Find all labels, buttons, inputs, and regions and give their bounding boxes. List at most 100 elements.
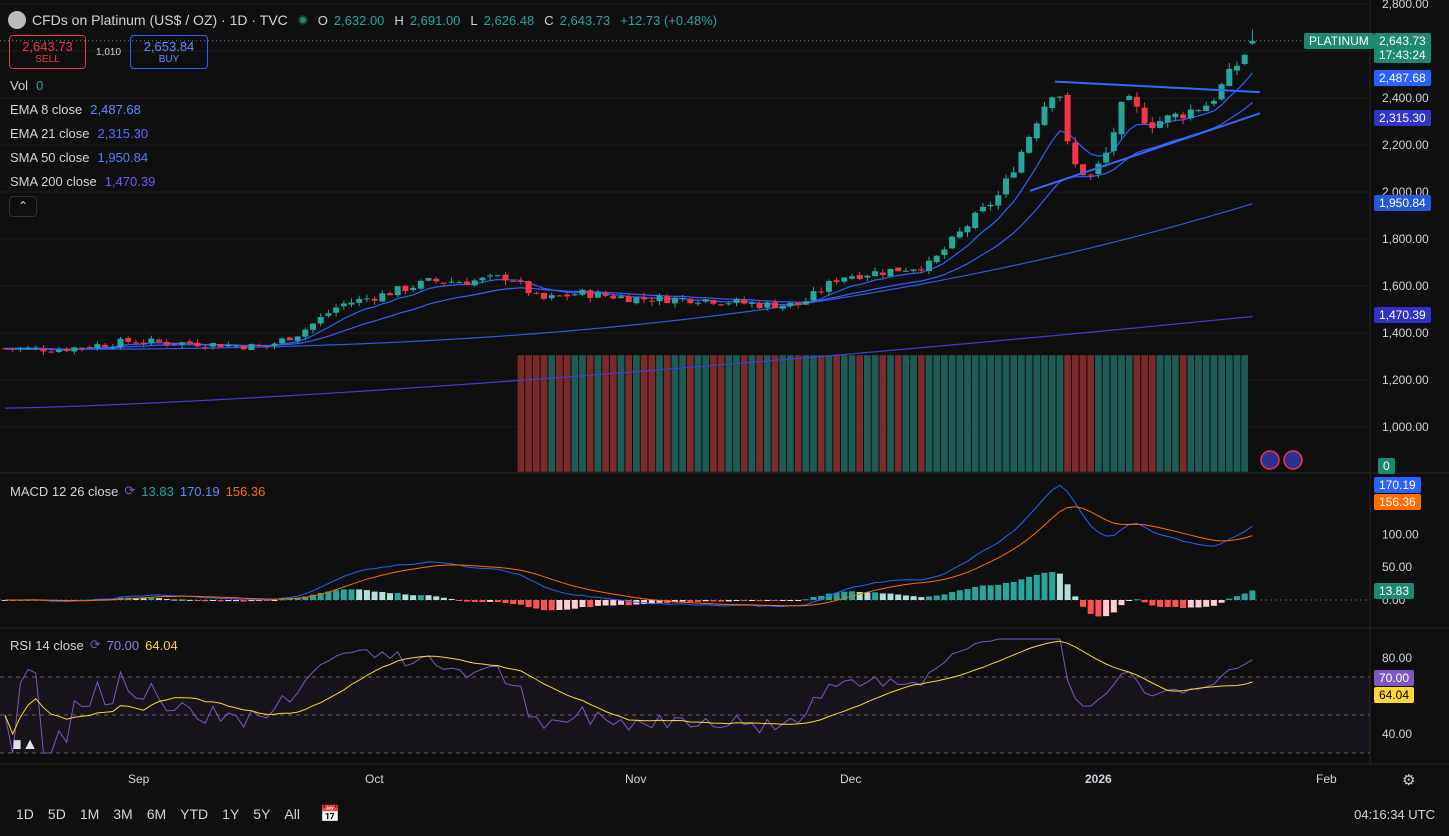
candle-body [779,305,786,309]
volume-bar [640,354,648,473]
macd-histogram-bar [1103,600,1110,617]
symbol-title[interactable]: CFDs on Platinum (US$ / OZ) · 1D · TVC [32,12,288,28]
timeframe-1d[interactable]: 1D [16,806,34,822]
candle-body [1110,132,1117,152]
timeframe-1y[interactable]: 1Y [222,806,240,822]
macd-histogram-bar [1195,600,1202,608]
macd-histogram-bar [564,600,571,610]
candle-body [564,294,571,297]
macd-histogram-bar [1203,600,1210,607]
candle-body [926,260,932,272]
macd-histogram-bar [772,600,778,601]
candle-body [456,282,463,284]
volume-bar [1109,354,1118,473]
macd-histogram-bar [879,593,886,600]
platinum-logo-icon [8,11,26,29]
candle-body [949,236,956,249]
candle-body [487,275,494,277]
candle-body [748,302,755,304]
volume-bar [1102,354,1110,473]
macd-histogram-bar [725,600,732,602]
candle-body [856,274,863,279]
volume-bar [1002,354,1010,473]
volume-bar [1032,354,1041,473]
change-value: +12.73 (+0.48%) [620,12,718,28]
candle-body [325,313,332,316]
volume-bar [925,354,933,473]
volume-bar [817,354,826,473]
macd-histogram-bar [387,593,393,600]
volume-bar [601,354,610,473]
candle-body [671,297,678,304]
candle-body [702,299,709,302]
macd-histogram-bar [132,597,139,600]
candle-body [125,338,132,342]
timeframe-6m[interactable]: 6M [146,806,167,822]
macd-histogram-bar [964,589,971,600]
macd-histogram-bar [325,591,332,600]
volume-bar [1056,354,1064,473]
macd-histogram-bar [810,597,817,600]
rsi-band [0,677,1370,753]
settings-icon[interactable]: ⚙ [1402,772,1416,789]
macd-histogram-bar [186,599,193,601]
macd-histogram-bar [833,592,840,600]
refresh-icon[interactable]: ⟳ [124,483,136,498]
candle-body [902,270,909,272]
timeframe-1m[interactable]: 1M [79,806,100,822]
macd-histogram-bar [1234,596,1240,600]
macd-histogram-bar [248,600,255,602]
date-range-icon[interactable]: 📅 [319,806,340,823]
candle-body [317,317,324,324]
volume-bar [624,354,633,473]
collapse-legend-button[interactable]: ⌃ [9,196,37,217]
candle-body [1003,178,1009,195]
macd-histogram-bar [1180,600,1187,609]
macd-histogram-bar [156,598,162,600]
us-flag-icon [1260,450,1280,470]
sma200-tag: 1,470.39 [1374,307,1431,323]
rsi-ma-line [4,640,1253,736]
macd-legend[interactable]: MACD 12 26 close ⟳ 13.83 170.19 156.36 [10,483,266,499]
candle-body [240,345,247,350]
candle-body [864,275,871,278]
legend-vol[interactable]: Vol 0 [10,78,44,93]
volume-bar [1140,354,1149,473]
sell-button[interactable]: 2,643.73 SELL [9,35,86,69]
timeframe-5y[interactable]: 5Y [253,806,271,822]
refresh-icon[interactable]: ⟳ [89,637,101,652]
bottom-toolbar: 1D 5D 1M 3M 6M YTD 1Y 5Y All 📅 [0,798,1449,830]
macd-histogram-bar [1072,596,1079,600]
macd-histogram-bar [533,600,540,609]
candle-body [895,267,902,272]
macd-histogram-bar [594,600,601,606]
candle-body [225,344,232,347]
rsi-legend[interactable]: RSI 14 close ⟳ 70.00 64.04 [10,637,178,653]
volume-bar [1133,354,1141,473]
candle-body [294,336,301,341]
legend-sma200[interactable]: SMA 200 close 1,470.39 [10,174,156,189]
candle-body [571,294,578,296]
macd-histogram-bar [1026,576,1033,600]
macd-histogram-bar [1087,600,1094,614]
timeframe-ytd[interactable]: YTD [180,806,209,822]
volume-bar [547,354,556,473]
macd-histogram-bar [1080,600,1086,607]
timeframe-all[interactable]: All [284,806,300,822]
legend-sma50[interactable]: SMA 50 close 1,950.84 [10,150,149,165]
legend-ema8[interactable]: EMA 8 close 2,487.68 [10,102,141,117]
candle-body [479,277,486,281]
timeframe-3m[interactable]: 3M [113,806,133,822]
macd-histogram-bar [217,600,224,602]
legend-ema21[interactable]: EMA 21 close 2,315.30 [10,126,149,141]
timeframe-5d[interactable]: 5D [47,806,66,822]
volume-bar [717,354,725,473]
y-tick-label: 2,400.00 [1382,91,1429,105]
candle-body [1210,100,1217,104]
buy-button[interactable]: 2,653.84 BUY [130,35,208,69]
macd-histogram-bar [571,600,578,609]
candle-body [825,281,832,292]
candle-body [363,298,370,300]
macd-histogram-bar [818,595,825,600]
